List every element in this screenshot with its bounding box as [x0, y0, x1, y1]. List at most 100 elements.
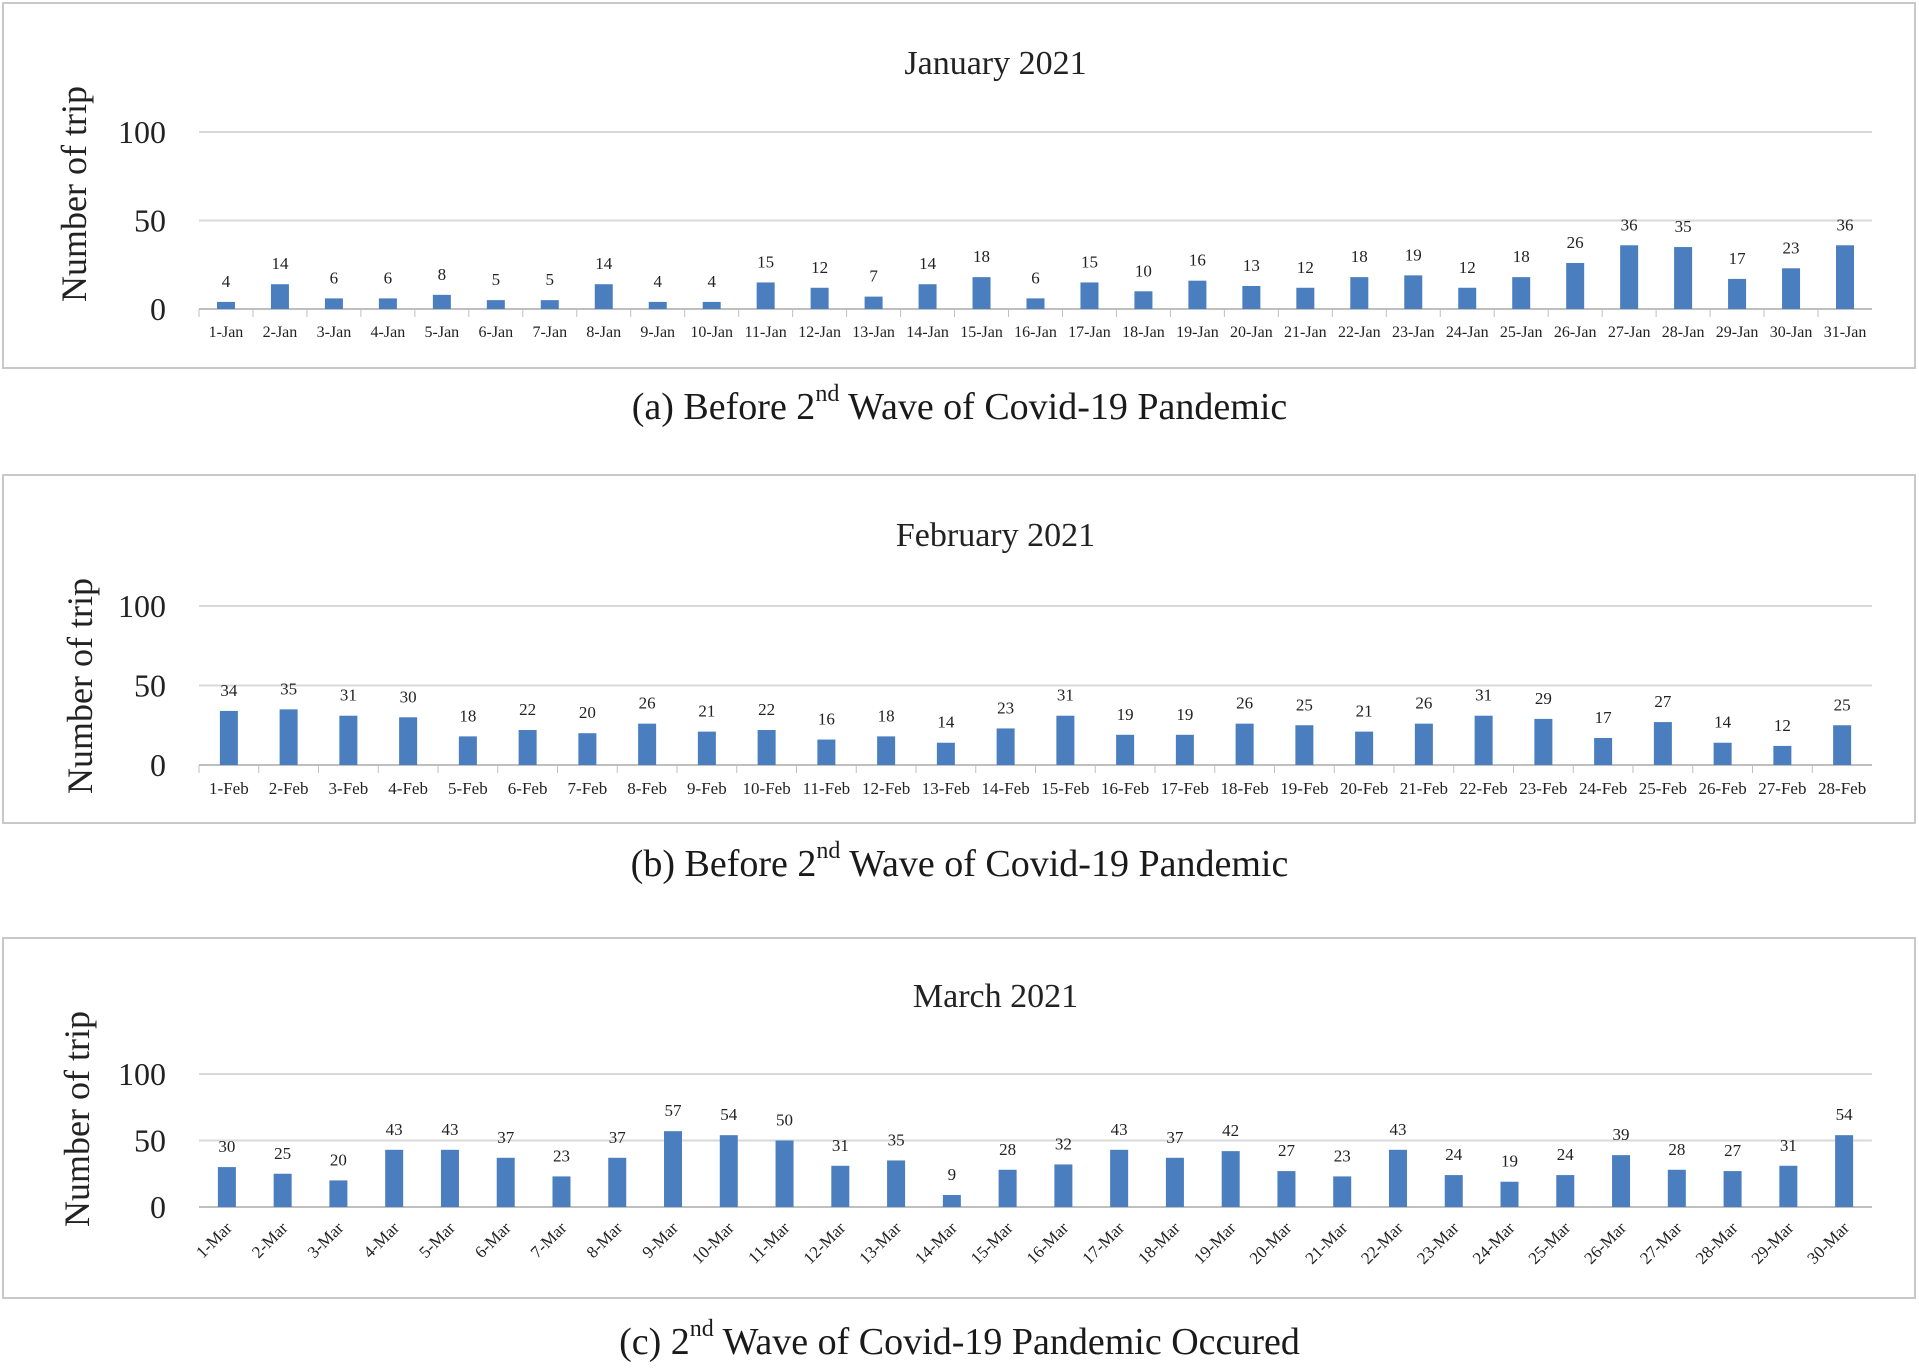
x-tick-label: 1-Jan — [209, 324, 244, 341]
x-tick-label: 23-Feb — [1519, 779, 1567, 798]
bar — [378, 298, 397, 309]
bar — [1355, 731, 1374, 765]
data-label: 21 — [698, 702, 715, 721]
y-tick-label: 0 — [150, 747, 166, 783]
bar — [1414, 723, 1433, 765]
x-tick-label: 11-Jan — [745, 324, 787, 341]
data-label: 5 — [492, 270, 501, 289]
data-label: 12 — [1459, 258, 1476, 277]
data-label: 18 — [1351, 247, 1368, 266]
x-tick-label: 27-Mar — [1636, 1218, 1686, 1268]
bar — [594, 284, 613, 309]
bar — [1620, 245, 1639, 309]
x-tick-label: 22-Mar — [1357, 1218, 1407, 1268]
bar — [1728, 278, 1747, 309]
bar — [936, 742, 955, 765]
bar — [1333, 1176, 1352, 1207]
bar — [1296, 287, 1315, 309]
y-tick-label: 0 — [150, 291, 166, 327]
x-tick-label: 17-Mar — [1078, 1218, 1128, 1268]
data-label: 37 — [1166, 1128, 1184, 1147]
x-tick-label: 12-Feb — [862, 779, 910, 798]
bar — [1350, 277, 1369, 309]
data-label: 54 — [720, 1105, 738, 1124]
x-tick-label: 10-Jan — [690, 324, 733, 341]
x-tick-label: 11-Mar — [744, 1218, 793, 1267]
x-tick-label: 18-Mar — [1134, 1218, 1184, 1268]
bar — [942, 1195, 961, 1207]
bar — [1054, 1164, 1073, 1207]
data-label: 14 — [919, 254, 937, 273]
data-label: 18 — [459, 706, 476, 725]
data-label: 25 — [1834, 695, 1851, 714]
bar — [810, 287, 829, 309]
data-label: 35 — [1675, 217, 1692, 236]
data-label: 43 — [1111, 1120, 1128, 1139]
data-label: 31 — [1475, 686, 1492, 705]
x-tick-label: 13-Feb — [922, 779, 970, 798]
data-label: 31 — [1780, 1136, 1797, 1155]
data-label: 26 — [1567, 233, 1584, 252]
x-tick-label: 24-Mar — [1469, 1218, 1519, 1268]
data-label: 27 — [1724, 1141, 1742, 1160]
data-label: 12 — [1774, 716, 1791, 735]
data-label: 19 — [1117, 705, 1134, 724]
x-tick-label: 19-Mar — [1190, 1218, 1240, 1268]
x-tick-label: 28-Mar — [1692, 1218, 1742, 1268]
data-label: 35 — [280, 679, 297, 698]
data-label: 4 — [222, 272, 231, 291]
data-label: 22 — [758, 700, 775, 719]
bar — [1674, 247, 1693, 309]
data-label: 31 — [340, 686, 357, 705]
x-tick-label: 26-Feb — [1699, 779, 1747, 798]
x-tick-label: 21-Mar — [1302, 1218, 1352, 1268]
data-label: 9 — [948, 1165, 957, 1184]
x-tick-label: 29-Jan — [1716, 324, 1759, 341]
bar — [219, 710, 238, 765]
bar — [1134, 291, 1153, 309]
x-tick-label: 31-Jan — [1824, 324, 1867, 341]
caption-c: (c) 2nd Wave of Covid-19 Pandemic Occure… — [619, 1316, 1300, 1363]
bar — [486, 300, 505, 309]
x-tick-label: 16-Mar — [1023, 1218, 1073, 1268]
data-label: 23 — [1334, 1146, 1351, 1165]
y-axis-label: Number of trip — [60, 578, 100, 794]
data-label: 6 — [330, 268, 339, 287]
bar — [996, 728, 1015, 765]
bar — [440, 1149, 459, 1207]
chart-frame-february: February 2021 Number of trip 0 50 100 34 1-Feb… — [2, 474, 1916, 824]
bar — [1667, 1169, 1686, 1207]
x-tick-label: 9-Jan — [640, 324, 675, 341]
bar — [324, 298, 343, 309]
x-tick-label: 8-Jan — [586, 324, 621, 341]
bar — [1500, 1181, 1519, 1207]
x-tick-label: 10-Feb — [743, 779, 791, 798]
bar — [1594, 737, 1613, 765]
data-label: 10 — [1135, 261, 1152, 280]
data-label: 25 — [274, 1144, 291, 1163]
data-label: 43 — [386, 1120, 403, 1139]
x-tick-label: 26-Jan — [1554, 324, 1597, 341]
bar — [817, 739, 836, 765]
x-tick-label: 26-Mar — [1580, 1218, 1630, 1268]
bar — [329, 1180, 348, 1207]
data-label: 16 — [818, 710, 835, 729]
y-axis-label: Number of trip — [57, 1011, 97, 1227]
data-label: 18 — [1513, 247, 1530, 266]
x-tick-label: 8-Feb — [627, 779, 667, 798]
data-label: 14 — [595, 254, 613, 273]
bar — [1221, 1151, 1240, 1207]
x-tick-label: 29-Mar — [1748, 1218, 1798, 1268]
data-label: 16 — [1189, 251, 1206, 270]
bar — [608, 1157, 627, 1207]
x-tick-label: 15-Feb — [1041, 779, 1089, 798]
chart-march: March 2021 Number of trip 0 50 100 30 1-Mar 25 2… — [57, 978, 1872, 1268]
x-tick-label: 4-Feb — [388, 779, 428, 798]
bar — [638, 723, 657, 765]
data-label: 31 — [1057, 686, 1074, 705]
bar — [1534, 718, 1553, 765]
data-label: 7 — [869, 267, 878, 286]
x-tick-label: 25-Mar — [1525, 1218, 1575, 1268]
y-tick-label: 50 — [134, 203, 166, 239]
chart-title: March 2021 — [913, 978, 1078, 1015]
